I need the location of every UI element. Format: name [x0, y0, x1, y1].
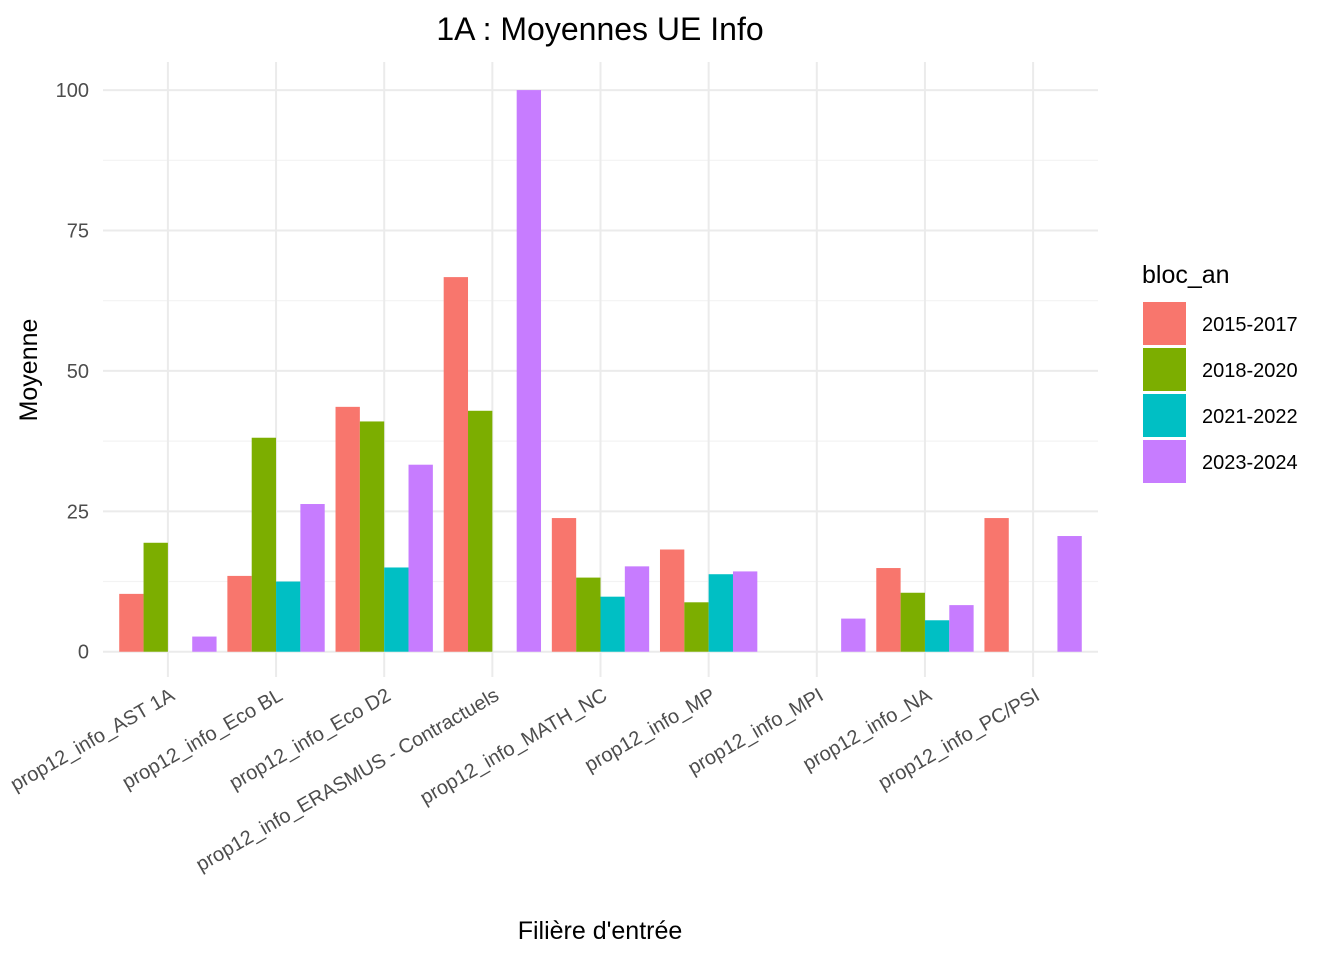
bar: [516, 90, 542, 652]
chart-title: 1A : Moyennes UE Info: [436, 11, 763, 47]
bar: [900, 592, 925, 652]
y-axis-title: Moyenne: [15, 319, 43, 422]
bar: [876, 568, 901, 652]
bar: [732, 571, 758, 652]
bar: [624, 566, 650, 652]
legend-items: 2015-2017 2018-2020 2021-2022 2023-2024: [1143, 302, 1298, 483]
y-tick-label: 100: [56, 80, 89, 102]
y-tick-label: 25: [67, 501, 89, 523]
grid: [103, 62, 1098, 677]
bar: [1057, 536, 1082, 652]
legend-label: 2018-2020: [1202, 360, 1298, 382]
bar: [276, 581, 301, 652]
y-tick-label: 0: [78, 642, 89, 664]
bar: [600, 596, 625, 652]
legend-label: 2023-2024: [1202, 452, 1298, 474]
bar: [551, 518, 577, 652]
bar: [659, 549, 685, 652]
bar: [841, 618, 866, 652]
bar: [684, 602, 709, 652]
bar: [443, 277, 469, 652]
bar: [335, 406, 360, 652]
bar: [359, 421, 385, 652]
legend-label: 2015-2017: [1202, 314, 1298, 336]
legend: bloc_an 2015-2017 2018-2020 2021-2022 2023-…: [1142, 261, 1298, 483]
bar: [227, 575, 252, 652]
bar: [384, 567, 409, 652]
bar: [251, 437, 277, 652]
y-tick-label: 75: [67, 220, 89, 242]
bar: [576, 577, 601, 652]
bar: [949, 605, 974, 652]
bar: [708, 574, 733, 652]
legend-key: [1143, 440, 1186, 483]
bar: [119, 593, 144, 652]
x-axis-title: Filière d'entrée: [518, 917, 683, 945]
y-axis-ticks: 0 25 50 75 100: [56, 80, 89, 664]
bars: [119, 90, 1082, 652]
bar: [468, 410, 493, 652]
legend-title: bloc_an: [1142, 261, 1230, 289]
legend-key: [1143, 348, 1186, 391]
bar: [143, 542, 168, 652]
bar: [408, 464, 433, 652]
y-tick-label: 50: [67, 361, 89, 383]
legend-key: [1143, 394, 1186, 437]
bar: [984, 518, 1009, 652]
x-tick-label: prop12_info_MATH_NC: [416, 684, 611, 809]
bar: [192, 636, 217, 652]
bar: [300, 504, 325, 652]
legend-label: 2021-2022: [1202, 406, 1298, 428]
legend-key: [1143, 302, 1186, 345]
bar: [924, 620, 950, 652]
